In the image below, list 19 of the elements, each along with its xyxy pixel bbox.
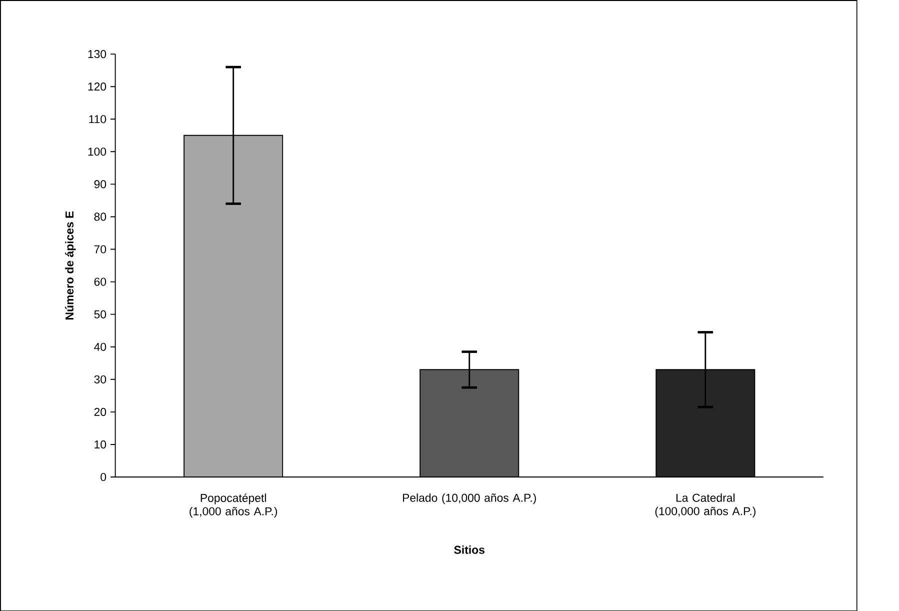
y-tick-label: 120 — [88, 82, 106, 90]
x-tick-label: Popocatépetl (1,000 años A.P.) — [190, 493, 278, 518]
y-tick-label: 60 — [94, 278, 106, 286]
y-tick-label: 90 — [94, 180, 106, 188]
y-tick-label: 100 — [88, 147, 106, 156]
y-tick-label: 20 — [94, 408, 106, 416]
y-tick-label: 30 — [94, 375, 106, 384]
x-tick-label: Pelado (10,000 años A.P.) — [402, 493, 536, 504]
y-tick-label: 40 — [94, 342, 106, 351]
y-tick-label: 80 — [94, 212, 106, 221]
y-tick-label: 70 — [94, 245, 106, 254]
y-tick-label: 50 — [94, 310, 106, 318]
y-tick-label: 10 — [94, 440, 106, 448]
y-axis-title: Número de ápices E — [65, 211, 76, 320]
x-axis-title: Sitios — [454, 545, 484, 554]
y-tick-label: 110 — [89, 114, 106, 123]
x-tick-label: La Catedral (100,000 años A.P.) — [655, 493, 756, 518]
y-tick-label: 130 — [88, 50, 106, 58]
y-tick-label: 0 — [100, 472, 106, 481]
